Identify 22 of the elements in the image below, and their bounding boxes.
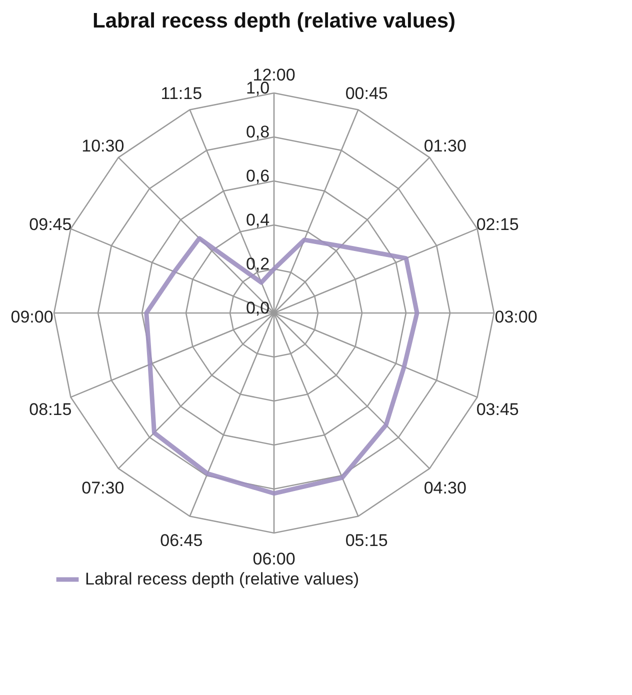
legend-label: Labral recess depth (relative values) bbox=[85, 570, 360, 588]
spoke-label: 06:45 bbox=[160, 530, 203, 550]
spoke-label: 07:30 bbox=[82, 478, 124, 498]
spoke-label: 05:15 bbox=[345, 530, 388, 550]
y-tick-label: 0,0 bbox=[246, 298, 270, 318]
spoke-label: 06:00 bbox=[252, 549, 296, 568]
spoke-label: 03:00 bbox=[494, 307, 538, 326]
y-tick-label: 0,4 bbox=[246, 210, 270, 230]
spoke-label: 10:30 bbox=[82, 136, 124, 156]
spoke-label: 11:15 bbox=[160, 84, 202, 103]
spoke-label: 08:15 bbox=[29, 400, 72, 420]
chart-title: Labral recess depth (relative values) bbox=[92, 9, 456, 32]
spoke-label: 03:45 bbox=[476, 400, 519, 420]
spoke-label: 09:45 bbox=[29, 214, 72, 234]
y-tick-label: 0,6 bbox=[246, 166, 270, 186]
spoke-label: 04:30 bbox=[424, 478, 466, 498]
spoke-label: 00:45 bbox=[345, 84, 388, 103]
y-tick-label: 0,8 bbox=[246, 122, 270, 142]
spoke-label: 09:00 bbox=[10, 307, 54, 326]
y-tick-label: 0,2 bbox=[246, 254, 270, 274]
spoke-label: 02:15 bbox=[476, 214, 519, 234]
spoke-label: 01:30 bbox=[424, 136, 466, 156]
